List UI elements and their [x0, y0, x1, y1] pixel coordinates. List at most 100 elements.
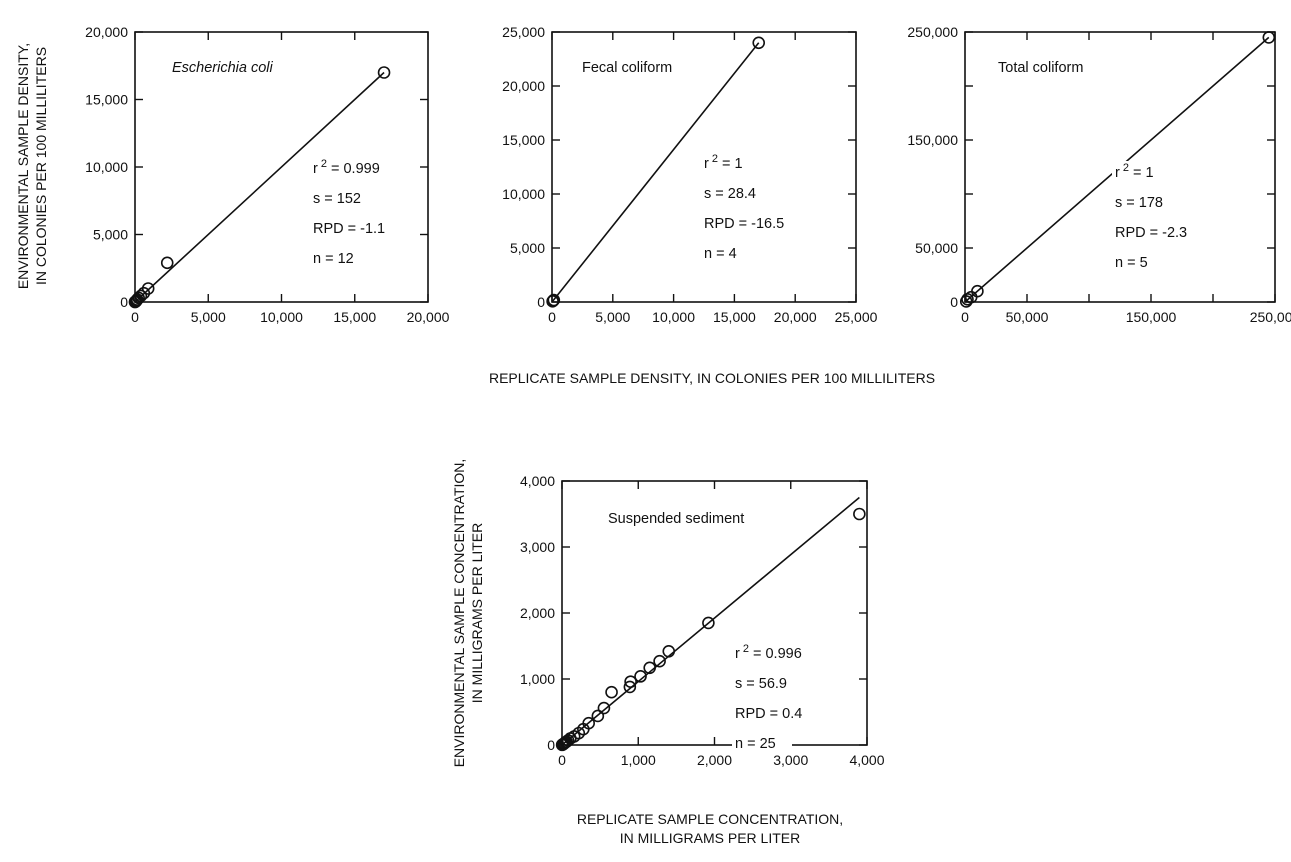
y-tick-label: 0 — [120, 294, 128, 310]
stat-background — [310, 247, 370, 269]
stat-label: s = 28.4 — [704, 186, 756, 202]
x-tick-label: 5,000 — [595, 309, 630, 325]
y-tick-label: 10,000 — [502, 186, 545, 202]
top-ylabel-line2: IN COLONIES PER 100 MILLILITERS — [33, 47, 49, 285]
y-tick-label: 20,000 — [85, 24, 128, 40]
data-point — [559, 736, 572, 749]
y-tick-label: 2,000 — [520, 605, 555, 621]
data-point — [702, 616, 715, 630]
chart-total-coliform: 0 50,000 150,000 250,000 0 50,000 150,000 250,0… — [907, 24, 1291, 325]
stat-background — [701, 152, 793, 174]
y-tick-label: 4,000 — [520, 473, 555, 489]
data-point — [623, 680, 637, 694]
chart-title: Fecal coliform — [582, 60, 672, 76]
stat-background — [1112, 251, 1172, 273]
y-tick-label: 20,000 — [502, 78, 545, 94]
data-point — [591, 709, 605, 723]
stat-background — [310, 157, 402, 179]
data-point — [662, 644, 676, 658]
stat-label: s = 56.9 — [735, 676, 787, 692]
y-tick-label: 5,000 — [93, 227, 128, 243]
chart-escherichia-coli: 0 5,000 10,000 15,000 20,000 0 5,000 10,000 15,0… — [85, 24, 449, 325]
stat-background — [1112, 161, 1204, 183]
x-tick-label: 15,000 — [713, 309, 756, 325]
plot-frame — [964, 31, 1276, 303]
x-tick-label: 250,000 — [1250, 309, 1291, 325]
data-point — [128, 295, 142, 309]
chart-suspended-sediment: 0 1,000 2,000 3,000 4,000 0 1,000 2,000 3,000 4,0… — [520, 473, 885, 768]
chart-title: Suspended sediment — [608, 511, 744, 527]
stat-background — [310, 217, 396, 239]
y-tick-label: 25,000 — [502, 24, 545, 40]
x-tick-label: 20,000 — [407, 309, 450, 325]
x-tick-label: 0 — [548, 309, 556, 325]
data-point — [959, 295, 973, 308]
data-point — [634, 670, 647, 683]
chart-title: Escherichia coli — [172, 60, 274, 76]
data-point — [653, 654, 666, 668]
top-xlabel: REPLICATE SAMPLE DENSITY, IN COLONIES PE… — [489, 370, 935, 386]
stat-label: RPD = -2.3 — [1115, 225, 1187, 241]
x-tick-label: 25,000 — [835, 309, 878, 325]
x-tick-label: 0 — [131, 309, 139, 325]
x-tick-label: 1,000 — [621, 752, 656, 768]
y-tick-label: 150,000 — [907, 132, 958, 148]
stat-label: n = 4 — [704, 246, 737, 262]
stat-background — [1112, 191, 1173, 213]
y-tick-label: 0 — [547, 737, 555, 753]
y-tick-label: 0 — [537, 294, 545, 310]
data-point — [752, 36, 766, 50]
stat-background — [310, 187, 371, 209]
stat-background — [732, 642, 824, 664]
y-tick-label: 0 — [950, 294, 958, 310]
data-point — [555, 738, 569, 752]
stat-label: s = 178 — [1115, 195, 1163, 211]
regression-line — [134, 71, 385, 303]
data-point — [160, 256, 174, 270]
y-tick-label: 50,000 — [915, 240, 958, 256]
stat-label: s = 152 — [313, 191, 361, 207]
bottom-ylabel-line2: IN MILLIGRAMS PER LITER — [469, 523, 485, 703]
y-tick-label: 15,000 — [502, 132, 545, 148]
stat-background — [732, 732, 792, 754]
data-point — [597, 701, 611, 715]
stat-label: RPD = -16.5 — [704, 216, 784, 232]
x-tick-label: 50,000 — [1006, 309, 1049, 325]
regression-line — [551, 42, 760, 303]
chart-title: Total coliform — [998, 60, 1083, 76]
data-point — [377, 66, 391, 79]
y-tick-label: 250,000 — [907, 24, 958, 40]
x-tick-label: 20,000 — [774, 309, 817, 325]
stat-background — [701, 182, 770, 204]
y-tick-label: 3,000 — [520, 539, 555, 555]
data-point — [605, 685, 618, 699]
y-tick-label: 10,000 — [85, 159, 128, 175]
data-point — [546, 295, 559, 308]
stat-background — [1112, 221, 1198, 243]
x-tick-label: 10,000 — [652, 309, 695, 325]
data-point — [643, 661, 656, 675]
data-point — [853, 507, 866, 521]
x-tick-label: 2,000 — [697, 752, 732, 768]
x-tick-label: 0 — [558, 752, 566, 768]
x-tick-label: 5,000 — [191, 309, 226, 325]
data-point — [624, 675, 637, 688]
x-tick-label: 0 — [961, 309, 969, 325]
stat-label: n = 12 — [313, 251, 354, 267]
data-point — [132, 291, 145, 305]
x-tick-label: 15,000 — [333, 309, 376, 325]
x-tick-label: 150,000 — [1126, 309, 1177, 325]
y-tick-label: 1,000 — [520, 671, 555, 687]
stat-label: RPD = -1.1 — [313, 221, 385, 237]
x-tick-label: 3,000 — [773, 752, 808, 768]
stat-label: n = 25 — [735, 736, 776, 752]
data-point — [1262, 31, 1276, 44]
stat-label: RPD = 0.4 — [735, 706, 802, 722]
y-tick-label: 15,000 — [85, 92, 128, 108]
stat-background — [732, 672, 801, 694]
stat-background — [701, 242, 761, 264]
